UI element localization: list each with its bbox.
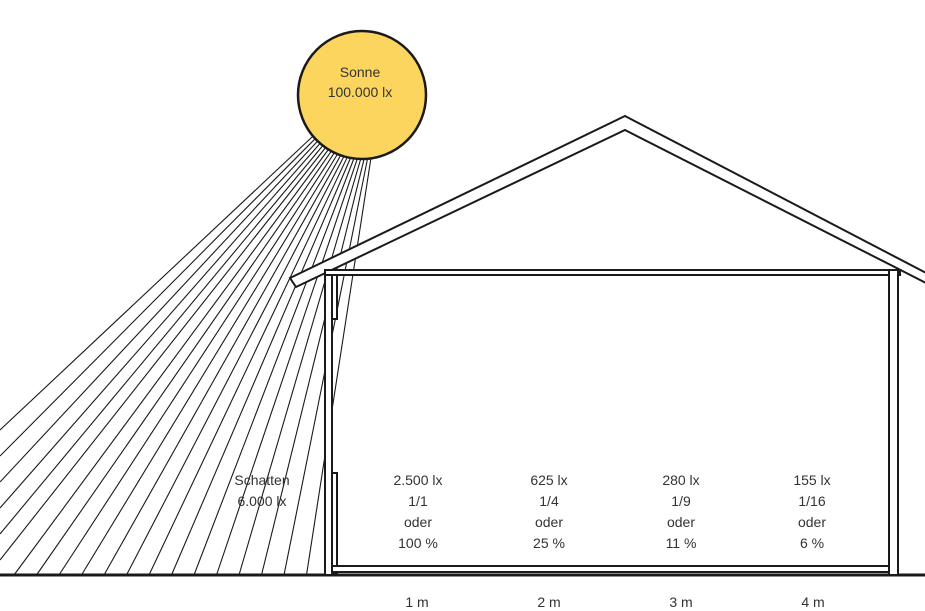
sun-ray [58,152,335,576]
sun-ray [193,158,355,576]
sun-ray [36,150,332,576]
zone-or: oder [666,514,696,530]
zone-ratio: 1/16 [798,493,826,509]
sun-ray [305,158,372,576]
sun-ray [103,155,342,576]
zone-percent: 100 % [398,535,438,551]
sun-name: Sonne [339,64,381,80]
distance-label-2m: 2 m [537,594,561,610]
house-right-wall [888,269,899,576]
zone-percent: 11 % [665,535,697,551]
zone-lux: 280 lx [662,472,700,488]
sun-ray [0,138,316,457]
sun-disc [296,29,428,161]
house-floor [331,565,890,573]
sun-label: Sonne 100.000 lx [300,62,420,102]
sun-ray [148,157,348,576]
sun-ray [238,158,362,576]
sun-lux: 100.000 lx [327,84,393,100]
zone-ratio: 1/9 [671,493,691,509]
zone-4-label: 155 lx 1/16 oder 6 % [772,470,852,554]
zone-3-label: 280 lx 1/9 oder 11 % [641,470,721,554]
zone-percent: 25 % [533,535,565,551]
shadow-label: Schatten 6.000 lx [222,470,302,512]
sun-ray [260,158,365,576]
zone-ratio: 1/1 [408,493,428,509]
distance-label-1m: 1 m [405,594,429,610]
zone-or: oder [534,514,564,530]
zone-ratio: 1/4 [539,493,559,509]
sun-rays [0,135,372,576]
sun-ray [215,158,358,576]
zone-2-label: 625 lx 1/4 oder 25 % [509,470,589,554]
house-roof [288,114,925,289]
shadow-name: Schatten [234,472,290,488]
sun-ray [0,145,324,535]
zone-or: oder [403,514,433,530]
sun-ray [0,143,321,509]
zone-percent: 6 % [799,535,825,551]
zone-or: oder [797,514,827,530]
distance-label-4m: 4 m [801,594,825,610]
sun-ray [0,135,314,431]
distance-label-3m: 3 m [669,594,693,610]
sun-ray [81,153,338,576]
sun-ray [13,149,329,576]
house-left-wall [324,274,338,576]
sun-ray [0,147,326,561]
zone-lux: 625 lx [530,472,568,488]
zone-1-label: 2.500 lx 1/1 oder 100 % [378,470,458,554]
zone-lux: 2.500 lx [393,472,443,488]
house-ceiling [324,269,901,276]
sun-ray [126,156,345,576]
sun-ray [170,157,352,576]
zone-lux: 155 lx [793,472,831,488]
shadow-lux: 6.000 lx [237,493,287,509]
sun-ray [0,140,319,483]
